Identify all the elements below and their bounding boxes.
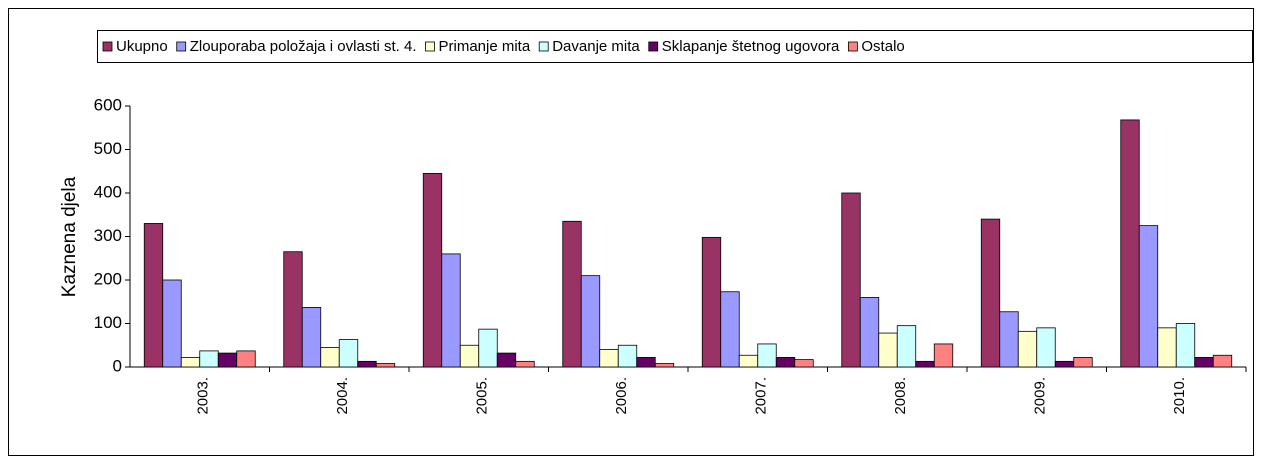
bar	[1194, 357, 1214, 368]
bar	[283, 251, 303, 368]
chart-border	[8, 8, 1254, 456]
bar	[980, 218, 1001, 368]
bar	[217, 352, 238, 368]
bar	[775, 357, 796, 368]
y-tick-label: 600	[94, 95, 122, 114]
bar	[180, 357, 201, 368]
bar	[562, 220, 582, 368]
bar	[1138, 225, 1159, 368]
bar	[422, 173, 443, 368]
bar	[441, 253, 461, 368]
bar	[720, 291, 740, 368]
bar	[199, 350, 219, 368]
bar	[1120, 119, 1140, 368]
legend-label: Primanje mita	[439, 38, 531, 55]
legend-swatch	[648, 41, 659, 52]
legend-swatch	[176, 41, 187, 52]
legend-label: Zlouporaba položaja i ovlasti st. 4.	[190, 38, 417, 55]
legend-swatch	[102, 41, 113, 52]
bar	[375, 363, 396, 368]
bar	[301, 307, 322, 368]
legend-label: Ostalo	[861, 38, 904, 55]
x-tick-label: 2010.	[1171, 377, 1188, 415]
x-tick-label: 2007.	[753, 377, 770, 415]
bar	[478, 328, 498, 368]
legend-label: Davanje mita	[552, 38, 640, 55]
x-tick-label: 2003.	[195, 377, 212, 415]
y-tick-label: 100	[94, 313, 122, 332]
x-tick-label: 2006.	[613, 377, 630, 415]
bar	[580, 275, 601, 368]
y-tick-label: 500	[94, 139, 122, 158]
bar	[636, 357, 656, 368]
bar	[915, 360, 935, 368]
bar	[933, 343, 954, 368]
bar	[654, 363, 675, 368]
y-tick-label: 0	[113, 356, 122, 375]
bar	[701, 236, 722, 368]
bar	[1073, 357, 1093, 368]
bar	[143, 223, 164, 368]
bar	[338, 339, 359, 368]
y-tick-label: 300	[94, 226, 122, 245]
legend-swatch	[538, 41, 549, 52]
bar	[878, 332, 898, 368]
bar	[1157, 327, 1177, 368]
bar	[738, 354, 759, 368]
legend-swatch	[847, 41, 858, 52]
bar	[1017, 330, 1038, 368]
bar	[757, 343, 777, 368]
x-tick-label: 2009.	[1032, 377, 1049, 415]
bar	[236, 350, 256, 368]
bar	[859, 296, 880, 368]
bar	[459, 344, 480, 368]
legend-box	[97, 30, 1253, 63]
y-tick-label: 200	[94, 269, 122, 288]
bar	[357, 360, 377, 368]
y-tick-label: 400	[94, 182, 122, 201]
bar	[999, 311, 1019, 368]
y-axis-label: Kaznena djela	[59, 176, 80, 297]
bar	[617, 344, 638, 368]
bar	[1212, 354, 1233, 368]
x-tick-label: 2004.	[334, 377, 351, 415]
x-tick-label: 2005.	[474, 377, 491, 415]
legend-swatch	[425, 41, 435, 52]
bar	[496, 352, 517, 368]
bar	[896, 325, 917, 368]
legend-label: Sklapanje štetnog ugovora	[662, 38, 840, 55]
bar	[1054, 360, 1075, 368]
bar	[1175, 323, 1196, 368]
legend-label: Ukupno	[116, 38, 168, 55]
bar	[794, 359, 814, 368]
x-tick-label: 2008.	[892, 377, 909, 415]
bar	[1036, 327, 1056, 368]
bar	[515, 360, 535, 368]
bar	[162, 279, 182, 368]
bar	[841, 192, 861, 368]
bar	[320, 347, 340, 368]
bar	[599, 349, 619, 368]
